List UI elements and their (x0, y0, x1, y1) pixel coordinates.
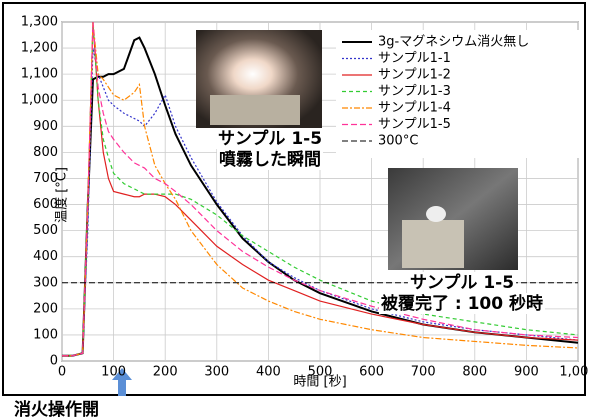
legend-label: サンプル1-4 (378, 101, 451, 116)
annotation-bg (217, 149, 323, 170)
legend-label: 300°C (378, 134, 418, 149)
y-tick-label: 1,000 (21, 93, 58, 108)
y-tick-label: 500 (33, 223, 58, 238)
annotation-bg (215, 128, 325, 149)
legend (336, 30, 582, 158)
annotation: 消火操作開 (14, 399, 99, 420)
annotation-bg (407, 272, 517, 293)
x-tick-label: 400 (256, 365, 281, 380)
photo-object (210, 95, 300, 125)
y-tick-label: 800 (33, 145, 58, 160)
legend-label: サンプル1-5 (378, 117, 451, 132)
x-tick-label: 1,000 (559, 365, 589, 380)
y-tick-label: 1,200 (21, 41, 58, 56)
photo-object (402, 220, 464, 268)
annotation: サンプル 1-5 (218, 128, 322, 149)
series-line (62, 21, 579, 357)
annotation: 噴霧した瞬間 (219, 149, 321, 170)
legend-label: サンプル1-1 (378, 51, 451, 66)
y-tick-label: 900 (33, 119, 58, 134)
annotation: 被覆完了 : 100 秒時 (381, 293, 543, 314)
y-tick-label: 200 (33, 301, 58, 316)
x-axis-label: 時間 [秒] (293, 375, 346, 390)
x-tick-label: 500 (308, 365, 333, 380)
y-tick-label: 0 (50, 354, 58, 369)
y-tick-label: 400 (33, 249, 58, 264)
y-tick-label: 1,100 (21, 67, 58, 82)
legend-label: 3g-マグネシウム消火無し (378, 35, 529, 50)
y-tick-label: 100 (33, 327, 58, 342)
arrow (112, 368, 132, 396)
legend-label: サンプル1-3 (378, 84, 451, 99)
y-tick-label: 300 (33, 275, 58, 290)
y-tick-label: 600 (33, 197, 58, 212)
annotation-bg (378, 293, 546, 314)
photo-object (426, 206, 446, 222)
legend-label: サンプル1-2 (378, 68, 451, 83)
x-tick-label: 800 (462, 365, 487, 380)
x-tick-label: 0 (58, 365, 66, 380)
x-tick-label: 300 (204, 365, 229, 380)
annotation: サンプル 1-5 (410, 272, 514, 293)
x-tick-label: 700 (411, 365, 436, 380)
series-line (62, 47, 579, 357)
frame (2, 2, 586, 396)
x-tick-label: 100 (101, 365, 126, 380)
y-tick-label: 1,300 (21, 15, 58, 30)
y-tick-label: 700 (33, 171, 58, 186)
series-line (62, 36, 579, 357)
x-tick-label: 200 (153, 365, 178, 380)
x-tick-label: 900 (514, 365, 539, 380)
x-tick-label: 600 (359, 365, 384, 380)
y-axis-label: 温度 [°C] (54, 167, 70, 223)
annotation-bg (12, 399, 101, 420)
